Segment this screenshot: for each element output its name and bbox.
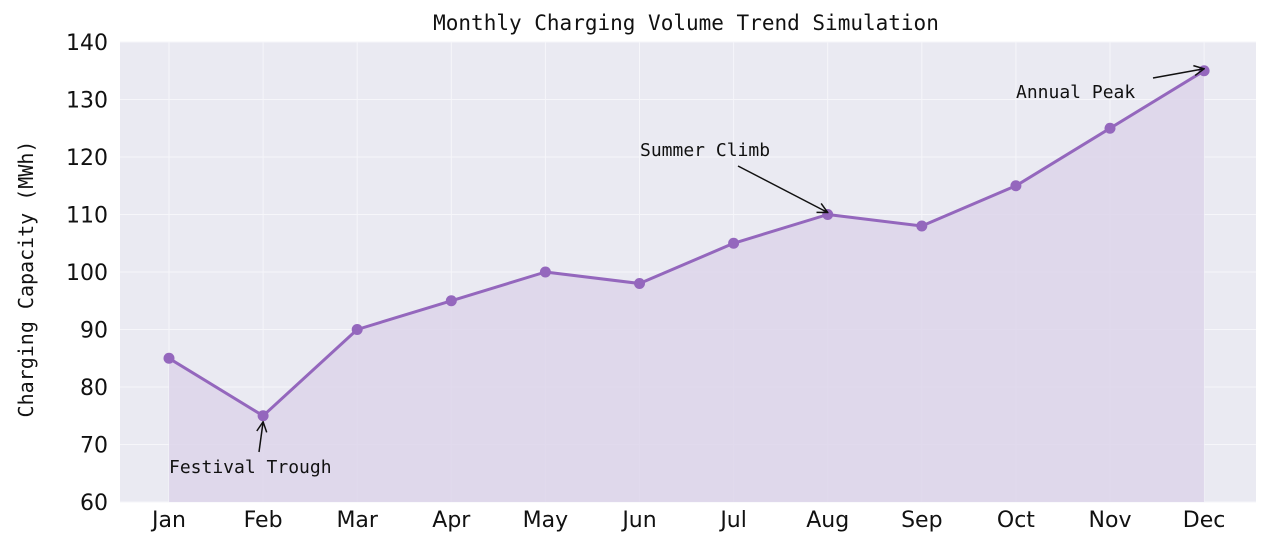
x-tick-label-mar: Mar bbox=[336, 508, 378, 533]
y-tick-label-130: 130 bbox=[66, 89, 108, 114]
y-tick-label-70: 70 bbox=[80, 434, 108, 459]
data-point-jun bbox=[634, 278, 645, 289]
chart-title: Monthly Charging Volume Trend Simulation bbox=[433, 11, 939, 35]
x-tick-label-may: May bbox=[523, 508, 568, 533]
series-line bbox=[168, 69, 1205, 418]
y-tick-label-90: 90 bbox=[80, 319, 108, 344]
data-point-jul bbox=[728, 237, 740, 249]
annotation-annual-peak: Annual Peak bbox=[1016, 82, 1135, 103]
annotation-arrow-festival-trough bbox=[259, 422, 263, 453]
y-axis-ticks: 60 70 80 90 100 110 120 130 140 bbox=[66, 31, 108, 516]
data-point-sep bbox=[916, 220, 928, 232]
x-tick-label-oct: Oct bbox=[997, 508, 1035, 533]
x-tick-label-sep: Sep bbox=[901, 508, 942, 533]
x-tick-label-dec: Dec bbox=[1183, 508, 1226, 533]
y-tick-label-140: 140 bbox=[66, 31, 108, 56]
y-tick-label-100: 100 bbox=[66, 261, 108, 286]
y-tick-label-60: 60 bbox=[80, 491, 108, 516]
data-point-nov bbox=[1104, 122, 1116, 134]
data-point-may bbox=[539, 266, 551, 278]
x-tick-label-feb: Feb bbox=[244, 508, 283, 533]
data-point-mar bbox=[351, 324, 363, 335]
x-axis-ticks: Jan Feb Mar Apr May Jun Jul Aug Sep Oct Nov Dec bbox=[150, 508, 1225, 533]
data-point-apr bbox=[445, 295, 457, 307]
data-point-oct bbox=[1010, 180, 1022, 192]
y-axis-label: Charging Capacity (MWh) bbox=[14, 141, 38, 418]
annotations: Festival Trough Summer Climb Annual Peak bbox=[169, 69, 1204, 478]
annotation-festival-trough: Festival Trough bbox=[169, 457, 332, 478]
annotation-arrow-annual-peak bbox=[1152, 69, 1204, 79]
x-tick-label-jun: Jun bbox=[620, 508, 656, 533]
x-tick-label-apr: Apr bbox=[432, 508, 471, 533]
data-point-dec bbox=[1198, 65, 1210, 77]
x-tick-label-aug: Aug bbox=[806, 508, 849, 533]
x-tick-label-jan: Jan bbox=[150, 508, 186, 533]
annotation-arrow-summer-climb bbox=[737, 165, 828, 213]
y-tick-label-110: 110 bbox=[66, 204, 108, 229]
data-point-jan bbox=[163, 352, 175, 364]
x-tick-label-jul: Jul bbox=[718, 508, 747, 533]
data-point-feb bbox=[257, 410, 269, 422]
annotation-summer-climb: Summer Climb bbox=[640, 140, 770, 161]
y-tick-label-120: 120 bbox=[66, 146, 108, 171]
x-tick-label-nov: Nov bbox=[1089, 508, 1132, 533]
y-tick-label-80: 80 bbox=[80, 376, 108, 401]
area-fill bbox=[169, 70, 1205, 503]
